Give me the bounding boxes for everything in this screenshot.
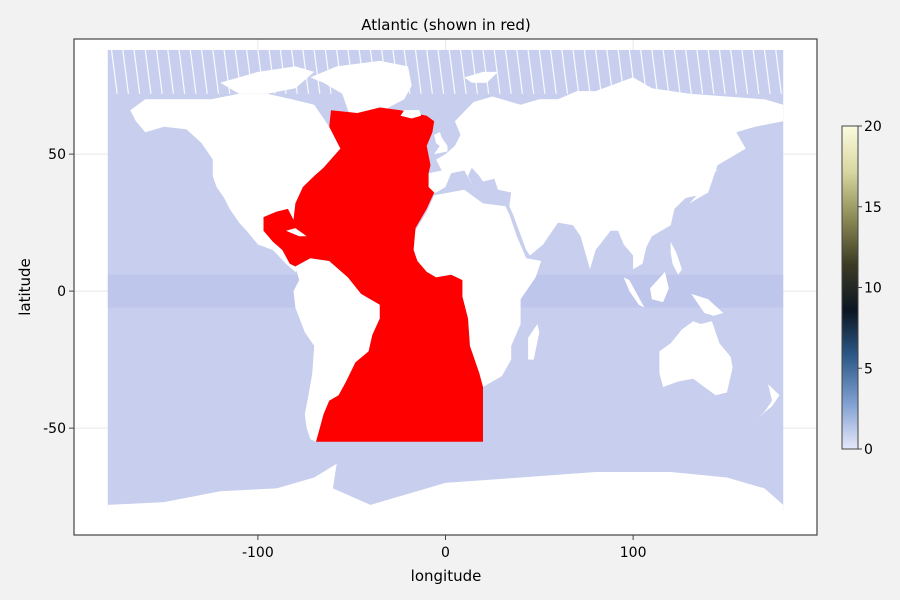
y-axis: -50 0 50 xyxy=(43,147,74,437)
continents xyxy=(107,60,784,535)
continent-svalbard xyxy=(464,71,498,83)
colorbar-tick-label: 10 xyxy=(864,281,882,297)
colorbar: 0 5 10 15 20 xyxy=(841,119,882,458)
polar-meridian xyxy=(718,49,726,94)
polar-meridian xyxy=(651,49,659,94)
colorbar-tick-label: 0 xyxy=(864,442,873,458)
polar-meridian xyxy=(110,49,118,94)
polar-meridian xyxy=(730,49,737,94)
polar-meridian xyxy=(482,49,490,94)
chart-title: Atlantic (shown in red) xyxy=(361,16,531,34)
continent-africa xyxy=(413,189,542,387)
polar-meridian xyxy=(313,49,321,94)
y-axis-title: latitude xyxy=(16,258,34,316)
continent-new-guinea xyxy=(691,293,724,316)
polar-meridian xyxy=(763,49,771,94)
continent-south-america xyxy=(293,258,380,442)
polar-meridian xyxy=(775,49,782,94)
polar-meridian xyxy=(167,49,175,94)
x-axis: -100 0 100 xyxy=(242,535,647,561)
continent-new-zealand xyxy=(758,384,780,418)
x-tick-label: 100 xyxy=(620,545,647,561)
polar-meridian xyxy=(178,49,186,94)
colorbar-tick-label: 15 xyxy=(864,200,882,216)
polar-meridian xyxy=(583,49,591,94)
polar-meridian xyxy=(122,49,130,94)
colorbar-gradient xyxy=(841,125,859,450)
atlantic-island-cuba xyxy=(286,228,307,237)
polar-meridian xyxy=(493,49,501,94)
continent-arctic-islands xyxy=(220,66,315,94)
polar-meridian xyxy=(696,49,704,94)
atlantic-region xyxy=(263,107,483,442)
polar-meridian xyxy=(707,49,715,94)
polar-meridian xyxy=(133,49,141,94)
polar-meridian xyxy=(595,49,602,94)
continent-north-america xyxy=(130,93,341,272)
polar-meridian xyxy=(685,49,692,94)
colorbar-tick-label: 20 xyxy=(864,119,882,135)
polar-meridian xyxy=(144,49,152,94)
polar-meridian xyxy=(437,49,445,94)
polar-meridian xyxy=(673,49,681,94)
y-tick-label: 0 xyxy=(57,284,66,300)
y-tick-label: -50 xyxy=(43,421,66,437)
polar-meridian xyxy=(752,49,760,94)
polar-meridian xyxy=(459,49,467,94)
polar-meridian xyxy=(189,49,197,94)
continent-antarctica xyxy=(107,463,784,535)
continent-philippines xyxy=(670,241,682,275)
polar-meridian xyxy=(662,49,670,94)
polar-meridian xyxy=(471,49,478,94)
polar-meridian xyxy=(504,49,512,94)
polar-meridian xyxy=(741,49,749,94)
continent-sumatra xyxy=(623,277,645,308)
polar-meridian xyxy=(200,49,208,94)
y-tick-label: 50 xyxy=(48,147,66,163)
continent-japan xyxy=(689,167,718,204)
polar-meridian xyxy=(549,49,557,94)
atlantic-island-iceland xyxy=(400,110,422,119)
continent-madagascar xyxy=(528,324,540,360)
x-axis-title: longitude xyxy=(411,567,482,585)
continent-indonesia-borneo xyxy=(650,271,669,303)
polar-meridian xyxy=(538,49,546,94)
atlantic-island-uk xyxy=(434,132,448,155)
polar-meridian xyxy=(212,49,220,94)
polar-meridian xyxy=(448,49,456,94)
polar-meridian xyxy=(516,49,524,94)
polar-meridian xyxy=(414,49,422,94)
x-tick-label: -100 xyxy=(242,545,274,561)
continent-greenland xyxy=(310,60,412,127)
polar-meridian xyxy=(561,49,569,94)
colorbar-tick-label: 5 xyxy=(864,361,873,377)
atlantic-points xyxy=(263,107,483,442)
polar-meridian xyxy=(426,49,433,94)
continent-australia xyxy=(659,321,733,396)
polar-meridian xyxy=(527,49,535,94)
x-tick-label: 0 xyxy=(441,545,450,561)
polar-meridian xyxy=(572,49,580,94)
polar-meridian xyxy=(155,49,163,94)
continent-eurasia xyxy=(426,77,784,270)
